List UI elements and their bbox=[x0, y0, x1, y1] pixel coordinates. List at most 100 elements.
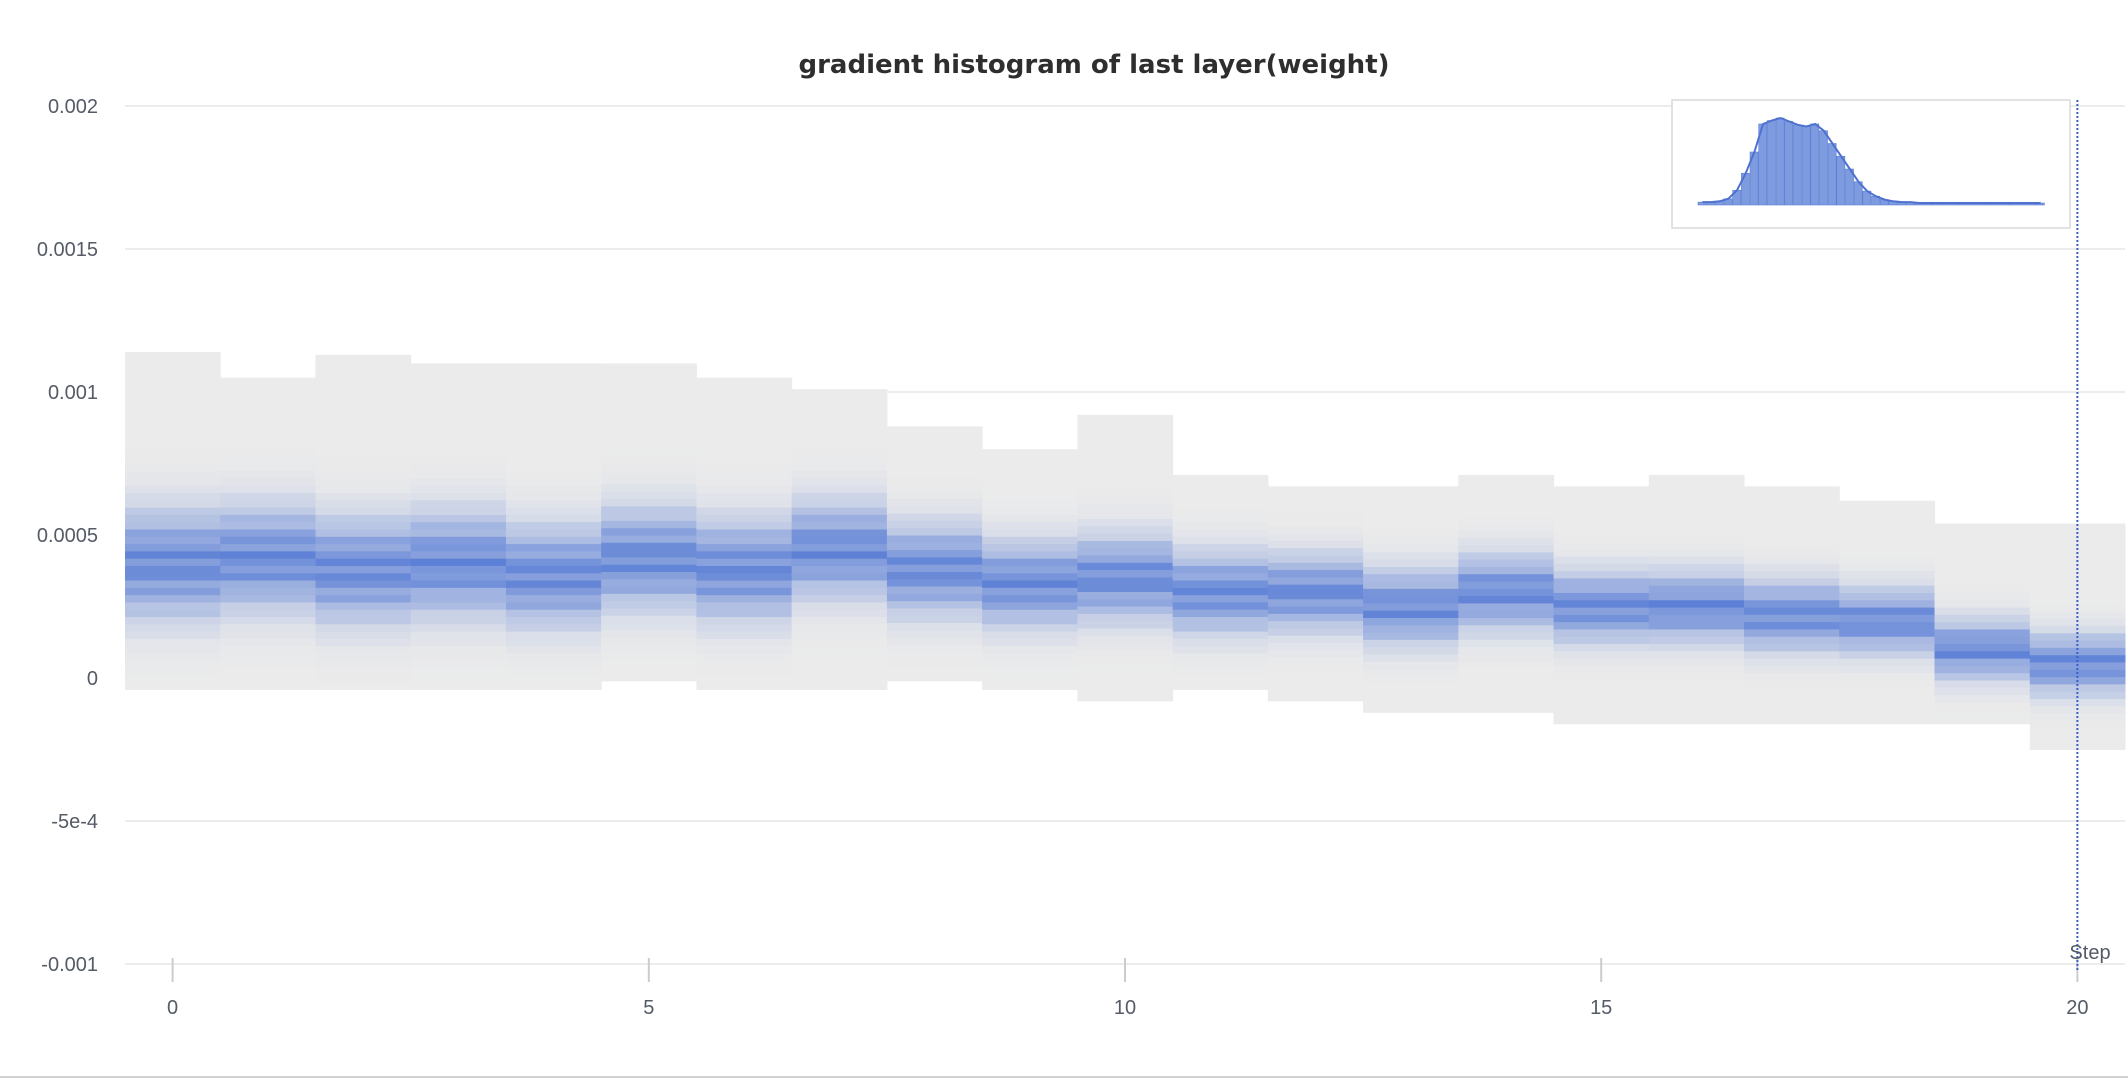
heatmap-cell[interactable] bbox=[1934, 636, 2031, 645]
heatmap-cell[interactable] bbox=[1934, 643, 2031, 652]
heatmap-cell[interactable] bbox=[1648, 519, 1745, 528]
heatmap-cell[interactable] bbox=[1648, 680, 1745, 688]
heatmap-cell[interactable] bbox=[125, 419, 221, 428]
heatmap-cell[interactable] bbox=[1839, 658, 1936, 666]
heatmap-cell[interactable] bbox=[505, 441, 602, 450]
heatmap-cell[interactable] bbox=[601, 673, 697, 682]
heatmap-cell[interactable] bbox=[1267, 620, 1364, 629]
heatmap-cell[interactable] bbox=[505, 550, 602, 559]
heatmap-cell[interactable] bbox=[1458, 566, 1555, 575]
heatmap-cell[interactable] bbox=[1458, 522, 1555, 531]
heatmap-cell[interactable] bbox=[982, 485, 1078, 494]
heatmap-cell[interactable] bbox=[315, 616, 412, 625]
heatmap-cell[interactable] bbox=[791, 558, 888, 566]
heatmap-cell[interactable] bbox=[886, 615, 983, 624]
heatmap-cell[interactable] bbox=[315, 499, 412, 508]
heatmap-cell[interactable] bbox=[982, 580, 1078, 588]
heatmap-cell[interactable] bbox=[410, 550, 507, 559]
heatmap-cell[interactable] bbox=[315, 375, 412, 384]
heatmap-cell[interactable] bbox=[1839, 541, 1936, 550]
heatmap-cell[interactable] bbox=[1077, 467, 1174, 476]
heatmap-cell[interactable] bbox=[125, 397, 221, 406]
heatmap-cell[interactable] bbox=[601, 637, 697, 645]
heatmap-cell[interactable] bbox=[1648, 548, 1745, 557]
heatmap-cell[interactable] bbox=[696, 609, 793, 618]
heatmap-cell[interactable] bbox=[696, 601, 793, 610]
heatmap-cell[interactable] bbox=[601, 476, 697, 485]
heatmap-cell[interactable] bbox=[1648, 614, 1745, 623]
heatmap-cell[interactable] bbox=[1648, 585, 1745, 593]
heatmap-cell[interactable] bbox=[1934, 563, 2031, 572]
heatmap-cell[interactable] bbox=[1077, 649, 1174, 658]
heatmap-cell[interactable] bbox=[1363, 690, 1459, 699]
heatmap-cell[interactable] bbox=[220, 499, 316, 508]
heatmap-cell[interactable] bbox=[1744, 680, 1840, 688]
heatmap-cell[interactable] bbox=[220, 383, 316, 391]
heatmap-cell[interactable] bbox=[315, 587, 412, 596]
heatmap-cell[interactable] bbox=[220, 652, 316, 661]
heatmap-cell[interactable] bbox=[1267, 489, 1364, 498]
heatmap-cell[interactable] bbox=[601, 644, 697, 653]
heatmap-cell[interactable] bbox=[1648, 709, 1745, 717]
heatmap-cell[interactable] bbox=[1077, 569, 1174, 578]
heatmap-cell[interactable] bbox=[1077, 503, 1174, 512]
heatmap-cell[interactable] bbox=[1363, 610, 1459, 619]
heatmap-cell[interactable] bbox=[410, 507, 507, 515]
heatmap-cell[interactable] bbox=[410, 543, 507, 552]
heatmap-cell[interactable] bbox=[125, 594, 221, 603]
heatmap-cell[interactable] bbox=[1553, 534, 1650, 542]
heatmap-cell[interactable] bbox=[125, 456, 221, 464]
heatmap-cell[interactable] bbox=[1172, 474, 1269, 479]
heatmap-cell[interactable] bbox=[125, 580, 221, 588]
heatmap-cell[interactable] bbox=[601, 666, 697, 675]
heatmap-cell[interactable] bbox=[220, 492, 316, 501]
heatmap-cell[interactable] bbox=[1077, 657, 1174, 665]
heatmap-cell[interactable] bbox=[1458, 697, 1555, 706]
heatmap-cell[interactable] bbox=[982, 682, 1078, 690]
heatmap-cell[interactable] bbox=[1648, 628, 1745, 637]
heatmap-cell[interactable] bbox=[1458, 632, 1555, 640]
heatmap-cell[interactable] bbox=[1458, 705, 1555, 713]
heatmap-cell[interactable] bbox=[982, 492, 1078, 501]
heatmap-cell[interactable] bbox=[791, 674, 888, 683]
heatmap-cell[interactable] bbox=[791, 550, 888, 559]
heatmap-cell[interactable] bbox=[410, 426, 507, 435]
heatmap-cell[interactable] bbox=[886, 607, 983, 616]
heatmap-cell[interactable] bbox=[220, 543, 316, 552]
heatmap-cell[interactable] bbox=[791, 587, 888, 596]
heatmap-cell[interactable] bbox=[1553, 650, 1650, 659]
heatmap-cell[interactable] bbox=[410, 536, 507, 545]
heatmap-cell[interactable] bbox=[2029, 603, 2126, 612]
heatmap-cell[interactable] bbox=[1648, 701, 1745, 710]
heatmap-cell[interactable] bbox=[410, 448, 507, 457]
heatmap-cell[interactable] bbox=[791, 565, 888, 574]
heatmap-cell[interactable] bbox=[1077, 591, 1174, 600]
heatmap-cell[interactable] bbox=[1744, 548, 1840, 557]
heatmap-cell[interactable] bbox=[125, 565, 221, 574]
heatmap-cell[interactable] bbox=[410, 638, 507, 647]
heatmap-cell[interactable] bbox=[1934, 716, 2031, 725]
heatmap-cell[interactable] bbox=[315, 354, 412, 362]
heatmap-cell[interactable] bbox=[315, 660, 412, 669]
heatmap-cell[interactable] bbox=[886, 629, 983, 638]
heatmap-cell[interactable] bbox=[220, 441, 316, 450]
heatmap-cell[interactable] bbox=[2029, 698, 2126, 707]
heatmap-cell[interactable] bbox=[1363, 573, 1459, 582]
heatmap-cell[interactable] bbox=[1744, 636, 1840, 645]
heatmap-cell[interactable] bbox=[982, 449, 1078, 457]
heatmap-cell[interactable] bbox=[315, 412, 412, 421]
heatmap-cell[interactable] bbox=[1172, 652, 1269, 661]
heatmap-cell[interactable] bbox=[1839, 504, 1936, 513]
heatmap-cell[interactable] bbox=[1458, 581, 1555, 589]
heatmap-cell[interactable] bbox=[1458, 602, 1555, 611]
heatmap-cell[interactable] bbox=[2029, 574, 2126, 583]
heatmap-cell[interactable] bbox=[1172, 565, 1269, 574]
heatmap-cell[interactable] bbox=[505, 419, 602, 428]
heatmap-cell[interactable] bbox=[1744, 570, 1840, 579]
heatmap-cell[interactable] bbox=[601, 556, 697, 565]
heatmap-cell[interactable] bbox=[410, 682, 507, 690]
heatmap-cell[interactable] bbox=[1363, 675, 1459, 684]
heatmap-cell[interactable] bbox=[791, 660, 888, 669]
heatmap-cell[interactable] bbox=[1267, 555, 1364, 563]
heatmap-cell[interactable] bbox=[696, 412, 793, 421]
